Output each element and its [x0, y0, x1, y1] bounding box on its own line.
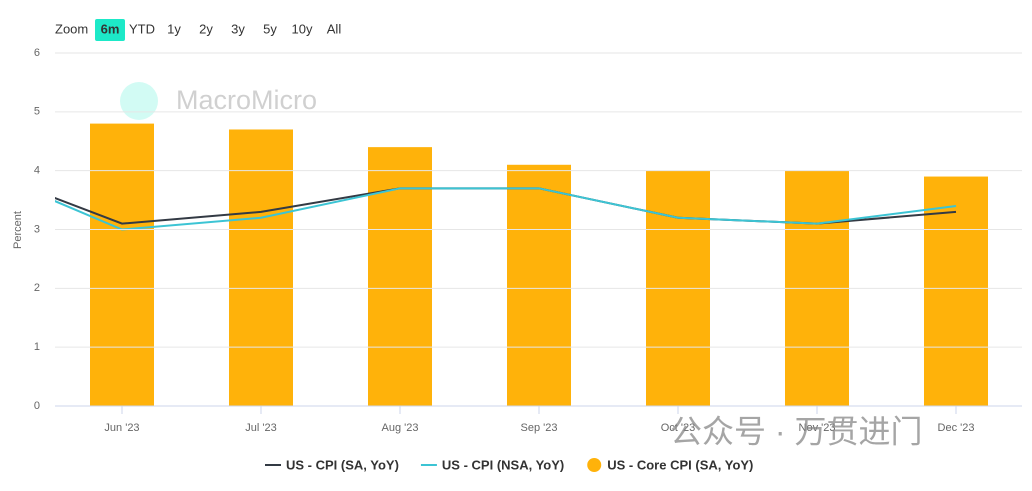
watermark-logo [120, 82, 158, 120]
y-tick-label: 6 [34, 47, 40, 59]
zoom-bar: Zoom 6m YTD 1y 2y 3y 5y 10y All [55, 19, 341, 41]
zoom-button[interactable]: 3y [231, 21, 245, 36]
legend-item[interactable]: US - Core CPI (SA, YoY) [587, 457, 753, 472]
zoom-button[interactable]: YTD [129, 21, 155, 36]
plot-area: MacroMicro [55, 82, 988, 406]
legend-label: US - Core CPI (SA, YoY) [607, 457, 753, 472]
bar [90, 123, 154, 406]
zoom-selected [95, 19, 125, 41]
zoom-button[interactable]: All [327, 21, 342, 36]
y-axis-label: Percent [12, 211, 24, 249]
legend-item[interactable]: US - CPI (NSA, YoY) [420, 457, 564, 472]
watermark: MacroMicro [176, 85, 317, 115]
legend-label: US - CPI (SA, YoY) [286, 457, 399, 472]
line [55, 187, 957, 231]
zoom-button[interactable]: 10y [292, 21, 313, 36]
bar [229, 129, 293, 406]
legend-item[interactable]: US - CPI (SA, YoY) [265, 457, 399, 472]
y-tick-label: 4 [34, 165, 40, 177]
legend-label: US - CPI (NSA, YoY) [442, 457, 564, 472]
y-tick-label: 2 [34, 282, 40, 294]
y-tick-label: 1 [34, 341, 40, 353]
x-tick-label: Oct '23 [661, 422, 696, 434]
x-tick-label: Nov '23 [799, 422, 836, 434]
zoom-label: Zoom [55, 21, 88, 36]
legend-symbol [587, 458, 602, 472]
bar [507, 164, 571, 406]
zoom-button[interactable]: 5y [263, 21, 277, 36]
bar [368, 147, 432, 406]
zoom-button[interactable]: 6m [101, 21, 120, 36]
bar [924, 176, 988, 406]
x-tick-label: Jun '23 [104, 422, 139, 434]
watermark: 公众号 · 万贯进门 [670, 413, 922, 449]
x-tick-label: Sep '23 [521, 422, 558, 434]
x-tick-label: Dec '23 [938, 422, 975, 434]
y-tick-label: 0 [34, 400, 40, 412]
x-tick-label: Jul '23 [245, 422, 276, 434]
zoom-button[interactable]: 1y [167, 21, 181, 36]
y-tick-label: 5 [34, 106, 40, 118]
x-tick-label: Aug '23 [382, 422, 419, 434]
zoom-button[interactable]: 2y [199, 21, 213, 36]
y-tick-label: 3 [34, 223, 40, 235]
